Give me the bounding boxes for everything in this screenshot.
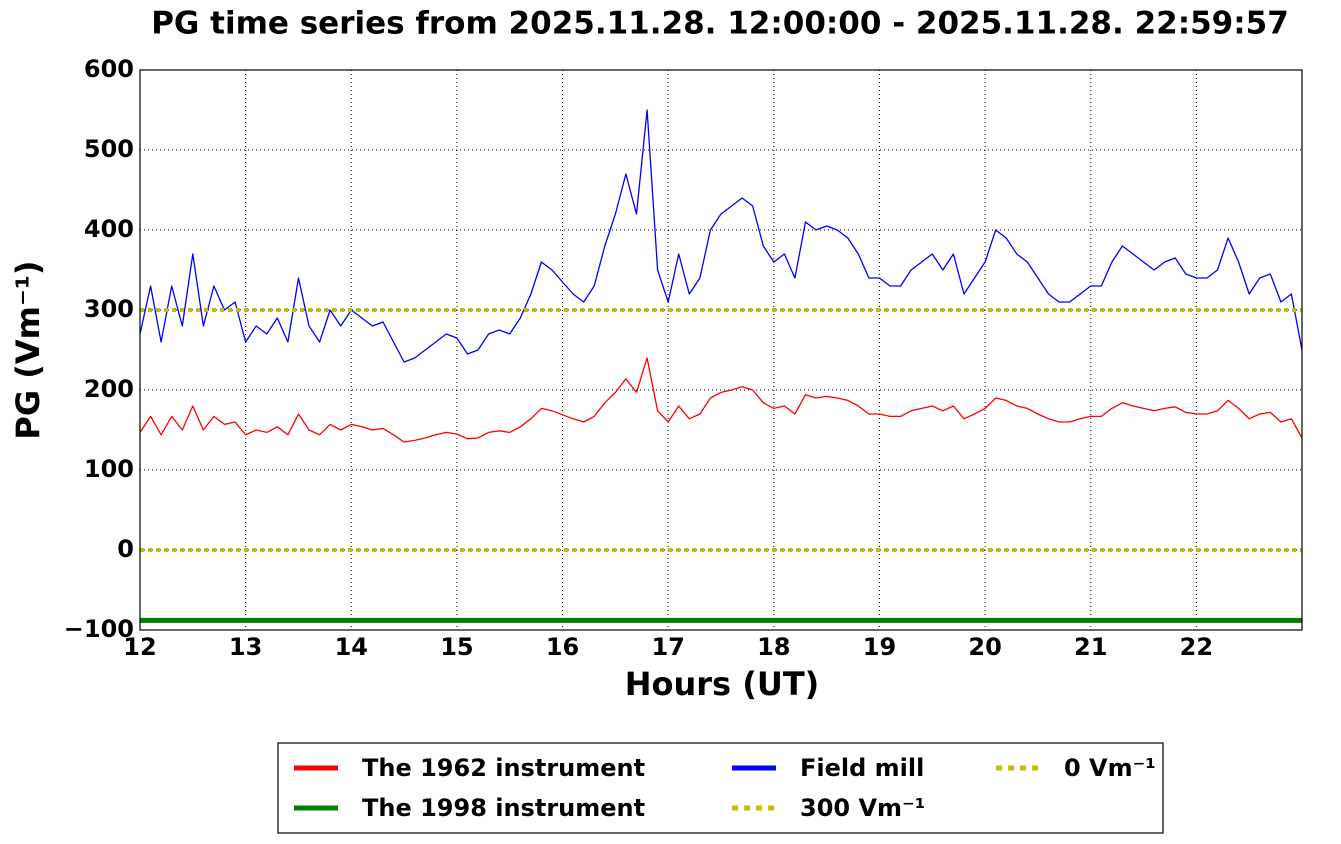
legend-label: 300 Vm⁻¹ [800, 794, 925, 822]
x-tick-label: 19 [863, 633, 896, 661]
series-line [139, 357, 1303, 443]
series-line [139, 109, 1303, 363]
x-tick-label: 13 [229, 633, 262, 661]
y-axis-label: PG (Vm⁻¹) [9, 260, 47, 439]
y-tick-label: 600 [84, 55, 134, 83]
y-tick-label: −100 [64, 615, 134, 643]
plot-frame [139, 69, 1303, 631]
x-tick-label: 22 [1180, 633, 1213, 661]
x-tick-label: 18 [757, 633, 790, 661]
y-tick-label: 400 [84, 215, 134, 243]
x-tick-label: 15 [440, 633, 473, 661]
x-tick-label: 21 [1074, 633, 1107, 661]
y-tick-label: 100 [84, 455, 134, 483]
x-tick-label: 17 [651, 633, 684, 661]
x-tick-label: 16 [546, 633, 579, 661]
legend-box [277, 742, 1164, 834]
y-tick-label: 300 [84, 295, 134, 323]
x-tick-label: 12 [123, 633, 156, 661]
legend-label: The 1998 instrument [362, 794, 645, 822]
x-tick-label: 14 [335, 633, 368, 661]
chart-title: PG time series from 2025.11.28. 12:00:00… [151, 6, 1289, 42]
legend-label: 0 Vm⁻¹ [1064, 754, 1156, 782]
x-tick-label: 20 [968, 633, 1001, 661]
x-axis-label: Hours (UT) [625, 665, 820, 703]
y-tick-label: 500 [84, 135, 134, 163]
y-tick-label: 200 [84, 375, 134, 403]
legend: The 1962 instrument The 1998 instrument Fi… [277, 742, 1164, 834]
y-tick-label: 0 [117, 535, 134, 563]
legend-label: The 1962 instrument [362, 754, 645, 782]
legend-label: Field mill [800, 754, 924, 782]
